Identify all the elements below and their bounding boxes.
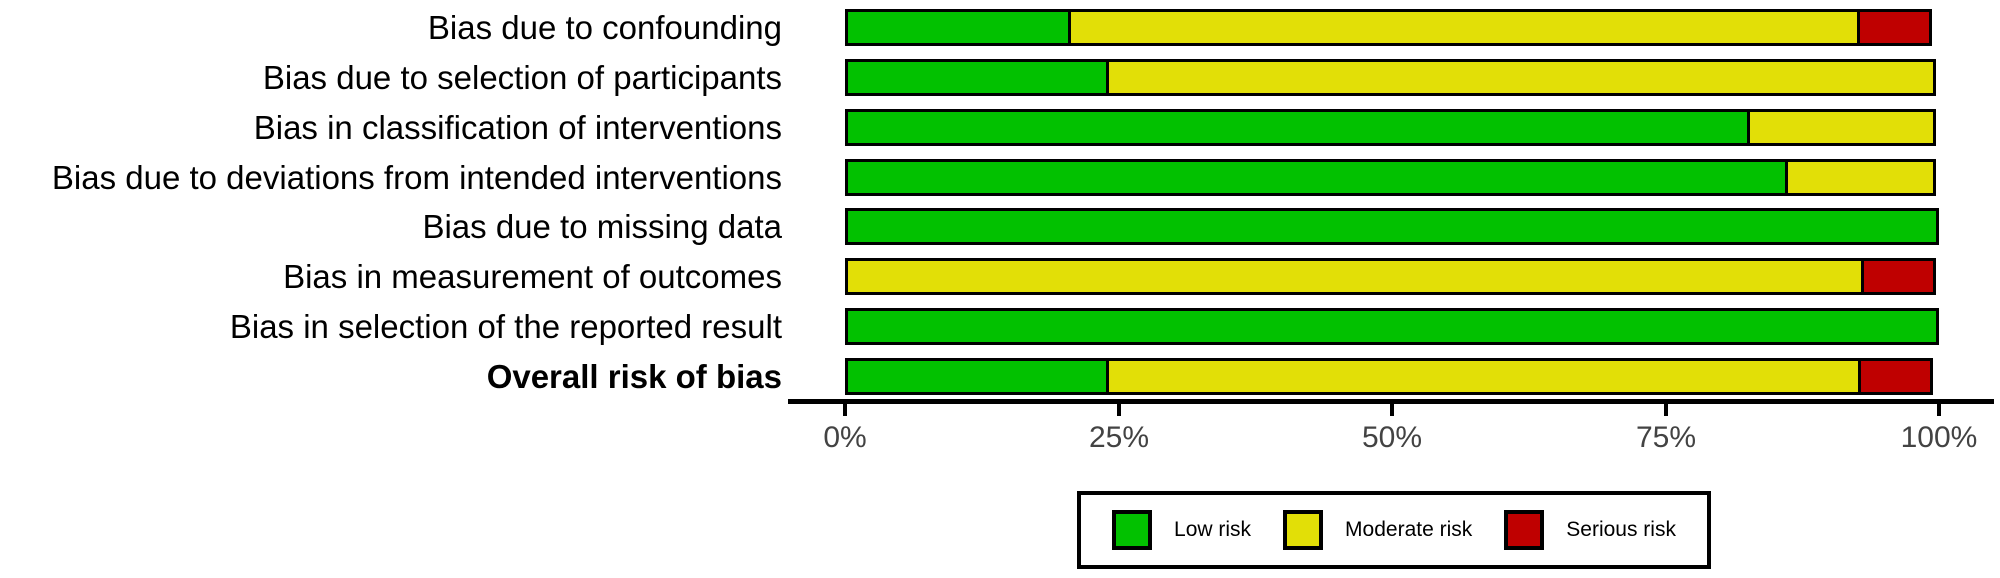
bar-segment-low-risk: [845, 208, 1939, 245]
legend-label: Low risk: [1174, 518, 1252, 541]
stacked-bar: [845, 59, 1936, 96]
legend-label: Serious risk: [1566, 518, 1676, 541]
bar-row: Bias in classification of interventions: [0, 109, 2000, 146]
legend-label: Moderate risk: [1345, 518, 1473, 541]
stacked-bar: [845, 308, 1939, 345]
category-label: Bias due to deviations from intended int…: [51, 159, 782, 196]
category-label: Overall risk of bias: [486, 358, 782, 395]
x-axis-tick: [1117, 404, 1121, 416]
bar-row: Overall risk of bias: [0, 358, 2000, 395]
x-axis-tick-label: 100%: [1900, 421, 1978, 454]
bar-segment-serious-risk: [1861, 258, 1936, 295]
stacked-bar: [845, 208, 1939, 245]
bar-row: Bias due to missing data: [0, 208, 2000, 245]
stacked-bar: [845, 109, 1936, 146]
stacked-bar: [845, 358, 1933, 395]
legend-key-low-risk-icon: [1112, 510, 1153, 550]
bar-segment-serious-risk: [1858, 358, 1933, 395]
stacked-bar: [845, 159, 1936, 196]
legend-key-moderate-risk-icon: [1283, 510, 1324, 550]
stacked-bar: [845, 258, 1936, 295]
x-axis-tick-label: 25%: [1088, 421, 1150, 454]
bar-segment-low-risk: [845, 109, 1750, 146]
category-label: Bias in measurement of outcomes: [283, 258, 782, 295]
bar-segment-moderate-risk: [845, 258, 1864, 295]
bar-segment-low-risk: [845, 59, 1109, 96]
legend-box: Low risk Moderate risk Serious risk: [1077, 491, 1711, 569]
bar-segment-low-risk: [845, 9, 1071, 46]
x-axis-line: [788, 399, 1994, 404]
bar-row: Bias due to deviations from intended int…: [0, 159, 2000, 196]
bar-row: Bias due to selection of participants: [0, 59, 2000, 96]
x-axis-tick-label: 0%: [823, 421, 867, 454]
bar-segment-moderate-risk: [1106, 59, 1936, 96]
x-axis-tick-label: 75%: [1635, 421, 1697, 454]
category-label: Bias in selection of the reported result: [229, 308, 782, 345]
x-axis-tick: [1390, 404, 1394, 416]
x-axis-tick: [1664, 404, 1668, 416]
legend-item-low-risk: Low risk: [1112, 510, 1251, 550]
legend-item-moderate-risk: Moderate risk: [1283, 510, 1472, 550]
bar-row: Bias due to confounding: [0, 9, 2000, 46]
bar-segment-low-risk: [845, 159, 1788, 196]
bar-segment-moderate-risk: [1747, 109, 1936, 146]
legend-item-serious-risk: Serious risk: [1504, 510, 1676, 550]
category-label: Bias due to missing data: [422, 208, 782, 245]
category-label: Bias due to selection of participants: [262, 59, 782, 96]
legend-key-serious-risk-icon: [1504, 510, 1545, 550]
stacked-bar: [845, 9, 1932, 46]
bar-segment-moderate-risk: [1106, 358, 1861, 395]
bar-row: Bias in selection of the reported result: [0, 308, 2000, 345]
bar-segment-low-risk: [845, 308, 1939, 345]
bar-row: Bias in measurement of outcomes: [0, 258, 2000, 295]
bar-segment-moderate-risk: [1068, 9, 1860, 46]
x-axis-tick: [843, 404, 847, 416]
category-label: Bias in classification of interventions: [253, 109, 782, 146]
bar-segment-moderate-risk: [1785, 159, 1936, 196]
bar-segment-low-risk: [845, 358, 1109, 395]
x-axis-tick: [1937, 404, 1941, 416]
category-label: Bias due to confounding: [427, 9, 782, 46]
bar-segment-serious-risk: [1857, 9, 1932, 46]
x-axis-tick-label: 50%: [1361, 421, 1423, 454]
